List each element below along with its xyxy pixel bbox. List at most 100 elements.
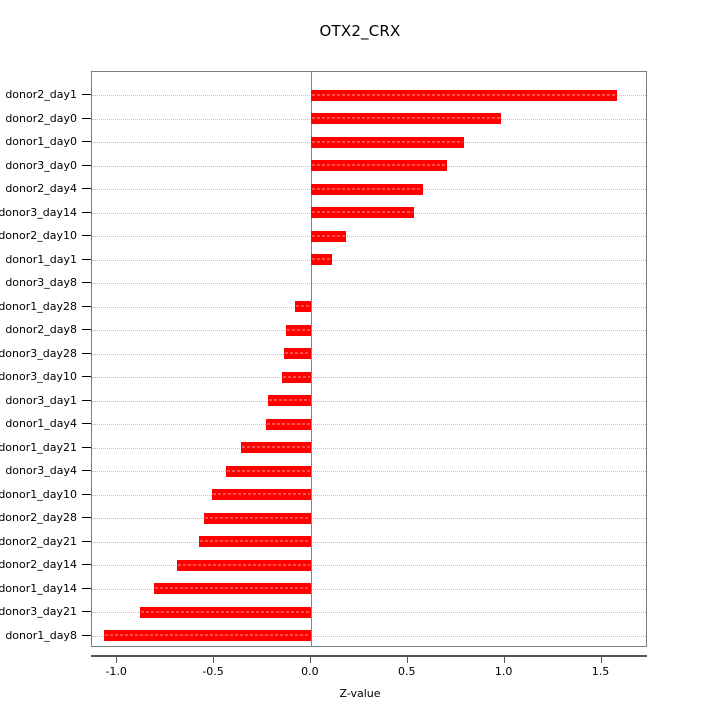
plot-area [91,71,647,647]
y-axis-tick-label: donor1_day0 [5,135,77,149]
y-axis-tick [82,470,91,472]
y-axis-tick [82,258,91,260]
x-axis-tick [600,655,602,663]
y-axis-tick-label: donor3_day4 [5,464,77,478]
y-axis-tick [82,564,91,566]
gridline [92,588,646,590]
y-axis-tick [82,587,91,589]
y-axis-tick [82,493,91,495]
x-axis-tick [116,655,118,663]
y-axis-tick-label: donor2_day10 [0,229,77,243]
gridline [92,306,646,308]
y-axis-tick-label: donor3_day21 [0,605,77,619]
y-axis-tick-label: donor2_day1 [5,88,77,101]
bar [241,442,311,454]
x-axis-tick [309,655,311,663]
y-axis-tick [82,282,91,284]
x-axis-tick [406,655,408,663]
y-axis-tick-label: donor3_day8 [5,276,77,290]
bar [281,371,311,383]
y-axis-tick-label: donor2_day28 [0,511,77,525]
y-axis-tick-label: donor2_day4 [5,182,77,196]
x-axis-tick-label: 0.0 [301,665,319,678]
gridline [92,353,646,355]
bar [266,418,311,430]
y-axis-tick-label: donor3_day1 [5,393,77,407]
y-axis-tick [82,94,91,95]
bar [212,489,311,501]
y-axis-tick-label: donor1_day14 [0,581,77,595]
bar [310,207,414,219]
y-axis-tick-label: donor2_day21 [0,534,77,548]
bar [310,230,346,242]
y-axis-tick [82,446,91,448]
y-axis-tick [82,164,91,166]
bar [310,160,447,172]
gridline [92,259,646,261]
zero-reference-line [310,72,312,646]
gridline [92,447,646,449]
gridline [92,471,646,473]
y-axis-tick [82,517,91,519]
bar [153,583,311,595]
page-title: OTX2_CRX [319,22,401,40]
x-axis-tick-label: -0.5 [202,665,224,678]
bar [310,89,617,101]
bar [103,630,311,642]
y-axis-tick-label: donor1_day4 [5,417,77,431]
bar [140,606,311,618]
y-axis-tick [82,329,91,331]
y-axis-tick-label: donor1_day21 [0,440,77,454]
gridline [92,494,646,496]
y-axis-tick [82,399,91,401]
gridline [92,330,646,332]
bar [268,395,311,407]
gridline [92,518,646,520]
bar [283,348,311,360]
y-axis-tick-label: donor3_day0 [5,158,77,172]
y-axis-tick [82,352,91,354]
y-axis-tick [82,376,91,378]
gridline [92,377,646,379]
bar [285,324,311,336]
y-axis-tick-label: donor3_day28 [0,346,77,360]
bar [225,465,311,477]
gridline [92,400,646,402]
y-axis-tick-label: donor3_day10 [0,370,77,384]
bar [310,136,464,148]
x-axis-title: Z-value [339,687,381,700]
bar [198,536,311,548]
bar [177,559,311,571]
y-axis-tick-label: donor2_day0 [5,111,77,125]
bar [310,254,333,266]
y-axis-tick [82,540,91,542]
x-axis-tick-label: 0.5 [398,665,416,678]
gridline [92,236,646,238]
y-axis-tick-label: donor3_day14 [0,205,77,219]
y-axis-tick-label: donor2_day14 [0,558,77,572]
x-axis-tick [503,655,505,663]
y-axis-tick [82,634,91,636]
y-axis-tick [82,423,91,425]
bar [204,512,311,524]
y-axis-tick-label: donor1_day8 [5,628,77,642]
y-axis-tick [82,611,91,613]
bar [295,301,311,313]
gridline [92,424,646,426]
x-axis-tick-label: 1.5 [591,665,610,678]
gridline [92,283,646,285]
gridline [92,541,646,543]
y-axis-tick [82,305,91,307]
bar [310,113,501,124]
x-axis-tick-label: -1.0 [105,665,127,678]
x-axis-line [91,655,647,657]
y-axis-tick-label: donor1_day28 [0,299,77,313]
y-axis-tick [82,188,91,190]
y-axis-tick-label: donor1_day10 [0,487,77,501]
x-axis-tick-label: 1.0 [494,665,513,678]
x-axis-tick [213,655,215,663]
gridline [92,612,646,614]
y-axis-tick [82,211,91,213]
y-axis-tick [82,117,91,119]
